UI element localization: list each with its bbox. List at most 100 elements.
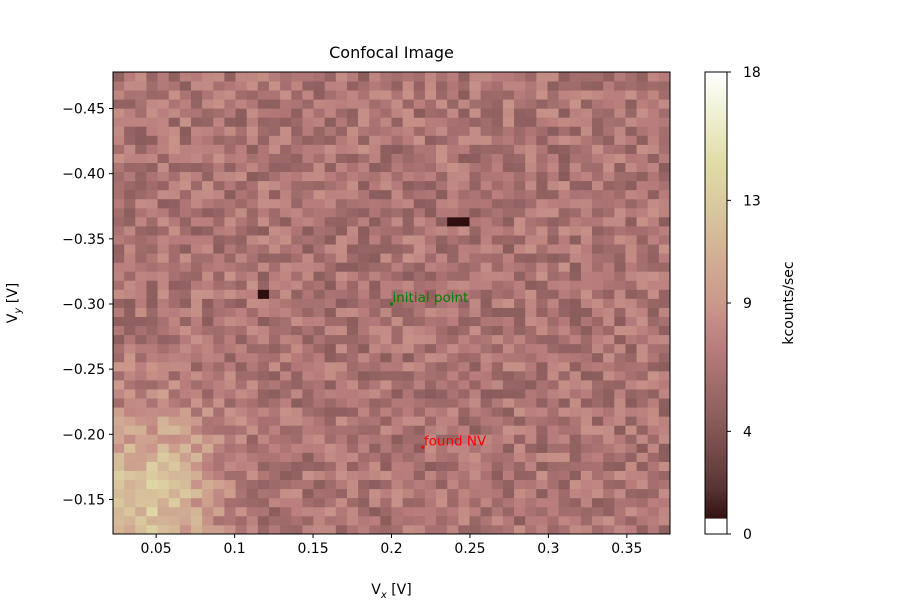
heatmap-cell [580,171,593,182]
heatmap-cell [213,398,225,408]
heatmap-cell [614,380,626,390]
heatmap-cell [502,235,515,245]
heatmap-cell [157,352,170,363]
heatmap-cell [614,524,626,535]
heatmap-cell [391,488,404,499]
heatmap-cell [569,352,582,363]
heatmap-cell [224,416,236,426]
heatmap-cell [491,99,504,109]
heatmap-cell [480,452,493,462]
heatmap-cell [257,307,270,317]
heatmap-cell [213,253,225,263]
heatmap-cell [547,461,559,471]
heatmap-cell [179,81,192,91]
heatmap-cell [202,325,214,336]
heatmap-cell [458,280,470,290]
heatmap-cell [658,180,671,191]
heatmap-cell [257,226,270,236]
heatmap-cell [146,316,158,327]
heatmap-cell [391,108,404,118]
heatmap-cell [202,90,214,100]
heatmap-cell [168,162,181,173]
heatmap-cell [480,171,493,182]
heatmap-cell [580,226,593,236]
heatmap-cell [447,416,459,426]
heatmap-cell [491,307,504,317]
heatmap-cell [547,180,559,191]
heatmap-cell [313,262,326,272]
heatmap-cell [358,325,370,336]
heatmap-cell [358,461,370,471]
heatmap-cell [514,144,526,154]
heatmap-cell [647,316,660,327]
heatmap-cell [547,470,559,481]
heatmap-cell [424,153,437,163]
heatmap-cell [491,370,504,381]
heatmap-cell [113,280,125,290]
heatmap-cell [558,280,571,290]
heatmap-cell [257,289,270,299]
heatmap-cell [514,497,526,508]
heatmap-cell [647,524,660,535]
heatmap-cell [358,81,370,91]
heatmap-cell [235,171,248,182]
heatmap-cell [190,334,203,345]
heatmap-cell [257,235,270,245]
heatmap-cell [369,144,381,154]
x-axis-label-main: V [371,582,381,598]
heatmap-cell [335,352,348,363]
heatmap-cell [113,470,125,481]
heatmap-cell [558,198,571,209]
heatmap-cell [358,72,370,82]
heatmap-cell [413,488,426,499]
heatmap-cell [157,180,170,191]
heatmap-cell [458,144,470,154]
heatmap-cell [246,316,259,327]
heatmap-cell [302,216,314,227]
heatmap-cell [380,316,392,327]
heatmap-cell [369,162,381,173]
heatmap-cell [346,271,359,281]
heatmap-cell [202,262,214,272]
heatmap-cell [614,153,626,163]
heatmap-cell [402,108,415,118]
heatmap-cell [358,389,370,399]
heatmap-cell [491,361,504,372]
heatmap-cell [257,361,270,372]
heatmap-cell [536,515,548,526]
heatmap-cell [658,307,671,317]
heatmap-cell [658,470,671,481]
heatmap-cell [614,99,626,109]
heatmap-cell [324,171,337,182]
heatmap-cell [291,352,303,363]
heatmap-cell [569,271,582,281]
heatmap-cell [358,216,370,227]
heatmap-cell [113,506,125,517]
heatmap-cell [592,316,604,327]
heatmap-cell [636,443,649,453]
heatmap-cell [569,506,582,517]
heatmap-cell [358,271,370,281]
heatmap-cell [592,506,604,517]
heatmap-cell [402,361,415,372]
heatmap-cell [458,497,470,508]
heatmap-cell [580,416,593,426]
heatmap-cell [246,407,259,417]
heatmap-cell [413,280,426,290]
heatmap-cell [592,271,604,281]
heatmap-cell [346,443,359,453]
heatmap-cell [603,479,615,490]
heatmap-cell [224,198,236,209]
heatmap-cell [569,389,582,399]
heatmap-cell [625,461,637,471]
heatmap-cell [268,479,281,490]
heatmap-cell [213,153,225,163]
heatmap-cell [391,515,404,526]
heatmap-cell [547,280,559,290]
heatmap-cell [302,307,314,317]
heatmap-cell [124,189,136,200]
heatmap-cell [558,407,571,417]
heatmap-cell [346,361,359,372]
heatmap-cell [369,216,381,227]
heatmap-cell [658,398,671,408]
